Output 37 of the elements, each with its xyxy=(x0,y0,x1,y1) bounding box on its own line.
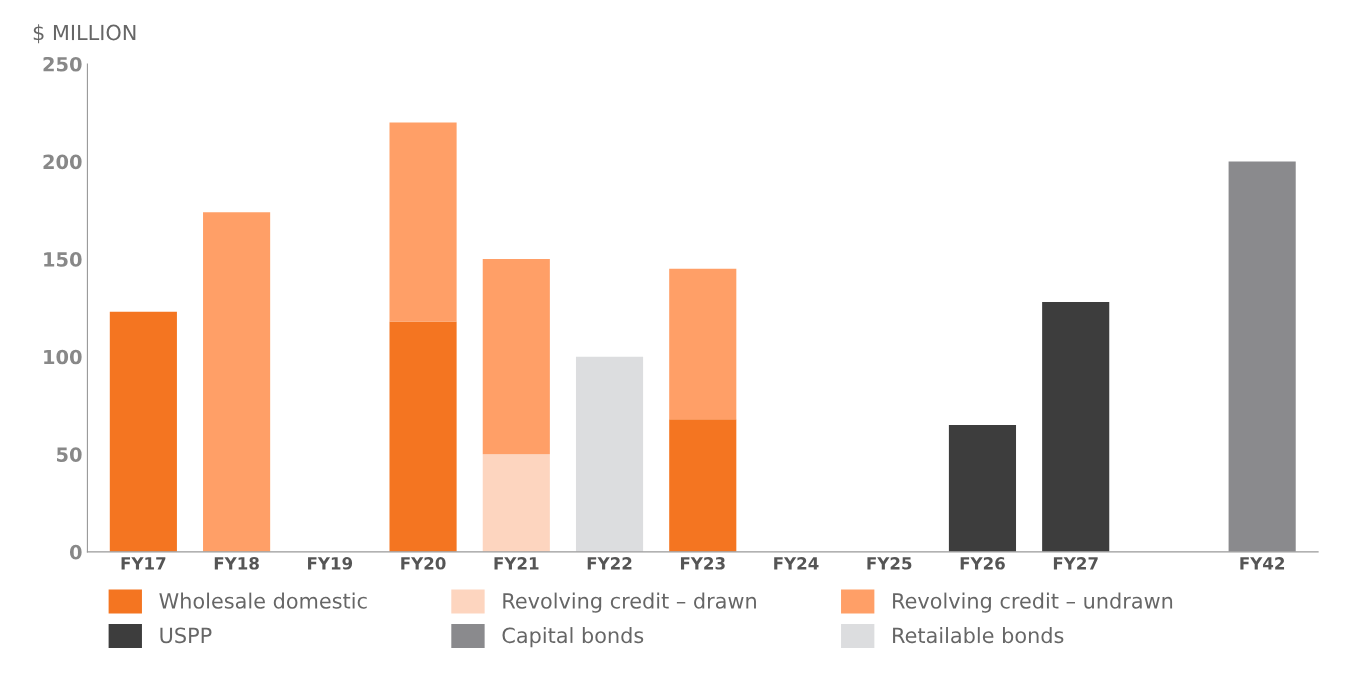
bar xyxy=(575,356,644,552)
legend-label: Retailable bonds xyxy=(893,627,1064,644)
y-tick-label: 200 xyxy=(43,154,82,170)
legend-label: USPP xyxy=(160,627,212,644)
y-tick-label: 250 xyxy=(43,56,82,72)
y-tick-label: 100 xyxy=(44,349,82,365)
x-tick-label: FY18 xyxy=(214,557,259,570)
legend-label: Capital bonds xyxy=(502,627,644,648)
y-tick-label: 0 xyxy=(69,544,82,560)
y-tick-label: 150 xyxy=(44,252,82,267)
bar xyxy=(948,425,1017,552)
legend-label: Revolving credit – undrawn xyxy=(893,592,1173,613)
bar xyxy=(109,311,177,552)
x-tick-label: FY23 xyxy=(680,557,725,570)
bar xyxy=(1042,302,1110,552)
legend-label: Wholesale domestic xyxy=(159,592,367,609)
x-tick-label: FY20 xyxy=(401,557,446,570)
x-tick-label: FY25 xyxy=(867,557,912,570)
x-tick-label: FY42 xyxy=(1240,557,1285,570)
bar xyxy=(203,212,271,552)
bar xyxy=(1228,161,1296,552)
bar xyxy=(389,122,457,322)
x-tick-label: FY22 xyxy=(587,557,632,570)
x-tick-label: FY27 xyxy=(1053,557,1098,570)
legend-label: Revolving credit – drawn xyxy=(503,592,756,613)
x-tick-label: FY24 xyxy=(774,557,819,570)
y-tick-label: 50 xyxy=(57,447,82,462)
y-axis-title: $ MILLION xyxy=(33,24,136,44)
x-tick-label: FY26 xyxy=(960,557,1005,570)
x-tick-label: FY21 xyxy=(494,557,539,570)
bar xyxy=(482,259,550,455)
bar xyxy=(389,321,457,552)
x-tick-label: FY17 xyxy=(121,557,166,570)
bar xyxy=(669,268,737,420)
bar xyxy=(482,454,550,552)
x-tick-label: FY19 xyxy=(308,557,353,570)
bar xyxy=(669,419,737,552)
